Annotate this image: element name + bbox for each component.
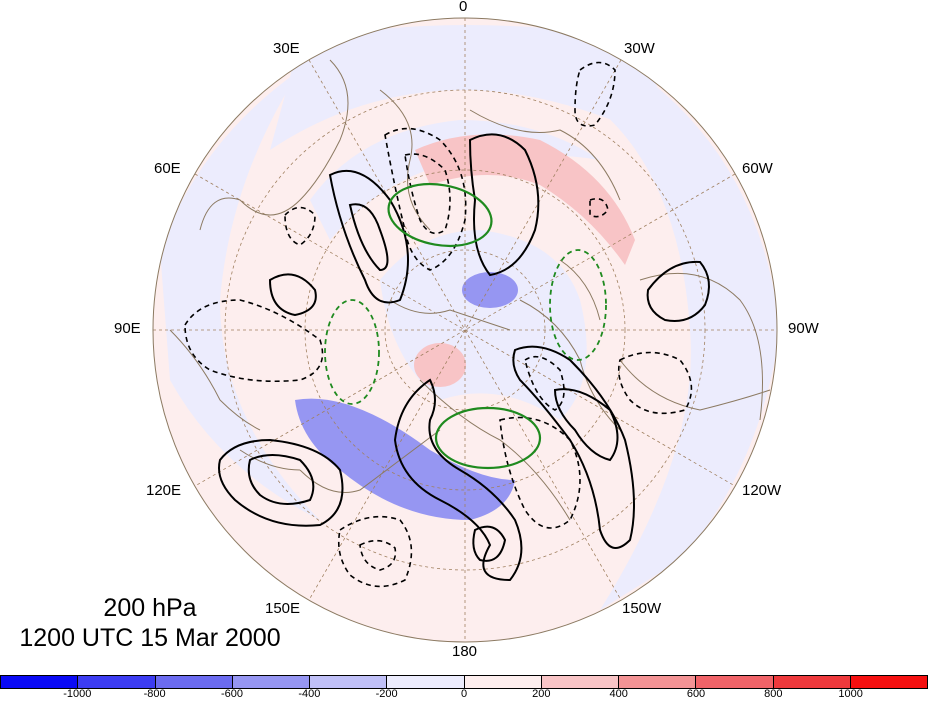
dashed-contours bbox=[184, 61, 693, 588]
highlight-contours-dashed bbox=[324, 249, 607, 405]
colorbar-segment bbox=[310, 676, 388, 688]
colorbar-tick-label: -800 bbox=[143, 688, 166, 700]
colorbar-segment bbox=[155, 676, 233, 688]
shading-negative-west bbox=[160, 70, 320, 520]
colorbar-segment bbox=[387, 676, 465, 688]
shading-negative-band bbox=[295, 398, 515, 520]
colorbar-tick-label: -400 bbox=[298, 688, 321, 700]
graticule bbox=[153, 18, 777, 642]
lon-label-180: 180 bbox=[452, 643, 478, 660]
lon-label-30w: 30W bbox=[624, 40, 655, 57]
colorbar-tick-label: 400 bbox=[609, 688, 628, 700]
shading-negative-outer-north bbox=[270, 25, 680, 150]
colorbar bbox=[0, 675, 928, 689]
lon-label-60w: 60W bbox=[742, 160, 773, 177]
colorbar-tick-label: 0 bbox=[460, 688, 468, 700]
map-title-time: 1200 UTC 15 Mar 2000 bbox=[19, 624, 281, 652]
colorbar-segment bbox=[696, 676, 774, 688]
colorbar-segment bbox=[541, 676, 619, 688]
shading-negative-small bbox=[462, 272, 518, 308]
lon-label-90e: 90E bbox=[114, 320, 141, 337]
lon-label-120e: 120E bbox=[146, 482, 182, 499]
colorbar-segment bbox=[850, 676, 927, 688]
lon-label-60e: 60E bbox=[154, 160, 181, 177]
colorbar-tick-label: 600 bbox=[686, 688, 706, 700]
colorbar-segment bbox=[619, 676, 697, 688]
lon-label-0: 0 bbox=[459, 0, 468, 15]
lon-label-30e: 30E bbox=[273, 40, 300, 57]
map-disc bbox=[153, 18, 777, 642]
solid-contours bbox=[218, 133, 710, 582]
shading-negative-east bbox=[600, 60, 777, 610]
map-border bbox=[152, 17, 778, 643]
colorbar-tick-label: -600 bbox=[220, 688, 244, 700]
colorbar-tick-label: 800 bbox=[764, 688, 783, 700]
colorbar-segment bbox=[773, 676, 851, 688]
lon-label-150e: 150E bbox=[265, 600, 301, 617]
colorbar-segment bbox=[232, 676, 310, 688]
colorbar-tick-label: 200 bbox=[532, 688, 551, 700]
map-title-level: 200 hPa bbox=[103, 594, 197, 622]
coastlines bbox=[169, 59, 771, 521]
shading-positive-arc bbox=[415, 134, 635, 265]
highlight-contours bbox=[387, 183, 542, 470]
lon-label-90w: 90W bbox=[788, 320, 819, 337]
colorbar-tick-label: 1000 bbox=[838, 688, 863, 700]
lon-label-150w: 150W bbox=[622, 600, 662, 617]
shading-positive-small bbox=[414, 343, 466, 387]
colorbar-tick-label: -200 bbox=[375, 688, 398, 700]
colorbar-segment bbox=[464, 676, 542, 688]
colorbar-segment bbox=[1, 676, 79, 688]
lon-label-120w: 120W bbox=[742, 482, 782, 499]
colorbar-tick-label: -1000 bbox=[63, 688, 92, 700]
colorbar-segment bbox=[78, 676, 156, 688]
